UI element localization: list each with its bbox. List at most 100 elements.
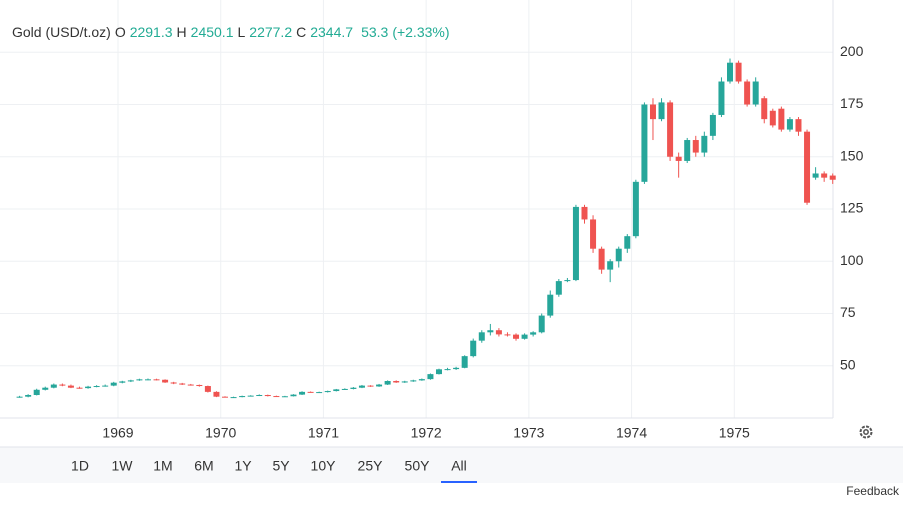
range-button[interactable]: 6M (194, 458, 213, 474)
candle-body (376, 384, 383, 387)
candle-body (393, 381, 400, 383)
range-button[interactable]: 25Y (358, 458, 384, 474)
range-button[interactable]: 10Y (311, 458, 337, 474)
candle-body (684, 140, 691, 161)
candle-body (555, 281, 562, 295)
candle-body (632, 181, 639, 237)
candle-body (461, 356, 468, 368)
candle-body (470, 340, 477, 357)
candle-body (718, 81, 725, 115)
y-tick-label: 100 (840, 252, 864, 268)
candle-body (752, 81, 759, 105)
candle-body (67, 385, 74, 388)
candle-body (358, 385, 365, 388)
candle-body (795, 119, 802, 132)
candle-body (547, 294, 554, 316)
candle-body (290, 394, 297, 397)
x-tick-label: 1973 (513, 425, 544, 441)
candle-body (598, 248, 605, 270)
candle-body (564, 280, 571, 282)
legend-o: 2291.3 (130, 24, 173, 40)
x-tick-label: 1969 (102, 425, 133, 441)
candle-body (410, 380, 417, 382)
candle-body (333, 389, 340, 392)
candle-body (256, 395, 263, 397)
range-button[interactable]: 1Y (234, 458, 252, 474)
settings-icon[interactable] (859, 425, 873, 439)
x-tick-label: 1974 (616, 425, 647, 441)
range-button[interactable]: All (451, 458, 467, 474)
x-tick-label: 1970 (205, 425, 236, 441)
range-button[interactable]: 1W (112, 458, 134, 474)
candle-body (581, 206, 588, 220)
candle-body (222, 396, 229, 398)
candle-body (401, 381, 408, 383)
candle-body (316, 392, 323, 394)
candle-body (179, 383, 186, 385)
candle-body (658, 102, 665, 120)
y-tick-label: 175 (840, 95, 864, 111)
candle-body (170, 382, 177, 384)
gear (859, 425, 873, 439)
candle-body (812, 173, 819, 178)
candle-body (76, 387, 83, 389)
candle-body (521, 334, 528, 339)
candle-body (821, 173, 828, 178)
range-button[interactable]: 50Y (405, 458, 431, 474)
candle-body (16, 396, 23, 398)
candle-body (153, 379, 160, 381)
range-button[interactable]: 1D (71, 458, 89, 474)
candle-body (590, 219, 597, 249)
candle-body (769, 110, 776, 126)
legend-h-label: H (177, 24, 187, 40)
y-tick-label: 75 (840, 304, 856, 320)
candle-body (495, 330, 502, 335)
candle-body (761, 98, 768, 120)
legend-c-label: C (296, 24, 306, 40)
toolbar-bg (0, 447, 903, 483)
legend-change: 53.3 (361, 24, 388, 40)
candle-body (119, 381, 126, 383)
range-button[interactable]: 5Y (272, 458, 290, 474)
candle-body (513, 334, 520, 339)
candle-body (641, 104, 648, 182)
candle-body (504, 334, 511, 336)
range-button[interactable]: 1M (153, 458, 172, 474)
candle-body (624, 236, 631, 249)
candle-body (247, 395, 254, 397)
candle-body (230, 397, 237, 399)
legend-change-pct: (+2.33%) (392, 24, 449, 40)
candle-body (50, 384, 57, 388)
candle-body (487, 330, 494, 333)
candle-body (530, 332, 537, 335)
gear-hole (863, 429, 869, 435)
y-tick-label: 125 (840, 200, 864, 216)
candle-body (93, 386, 100, 388)
candle-body (701, 135, 708, 153)
candle-body (136, 379, 143, 381)
y-tick-label: 50 (840, 356, 856, 372)
candle-body (675, 156, 682, 161)
candle-body (85, 386, 92, 389)
candle-body (144, 379, 151, 381)
x-tick-label: 1975 (719, 425, 750, 441)
candle-body (273, 396, 280, 398)
feedback[interactable]: Feedback (846, 484, 900, 498)
candle-body (42, 387, 49, 390)
candle-body (204, 386, 211, 392)
candle-body (744, 81, 751, 105)
legend-h: 2450.1 (191, 24, 234, 40)
candle-body (649, 104, 656, 120)
y-tick-label: 150 (840, 147, 864, 163)
candle-body (804, 131, 811, 203)
candle-body (709, 114, 716, 136)
candle-body (307, 391, 314, 393)
candle-body (435, 369, 442, 375)
candle-body (829, 175, 836, 180)
candle-body (162, 379, 169, 383)
legend-o-label: O (115, 24, 126, 40)
candle-body (281, 396, 288, 398)
candle-body (572, 206, 579, 281)
